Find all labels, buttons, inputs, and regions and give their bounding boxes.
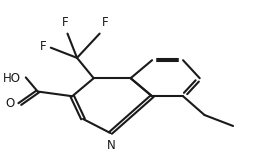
Text: N: N: [107, 139, 116, 152]
Text: F: F: [102, 16, 109, 29]
Text: O: O: [6, 97, 15, 110]
Text: HO: HO: [3, 73, 21, 86]
Text: F: F: [62, 16, 68, 29]
Text: F: F: [40, 40, 46, 53]
